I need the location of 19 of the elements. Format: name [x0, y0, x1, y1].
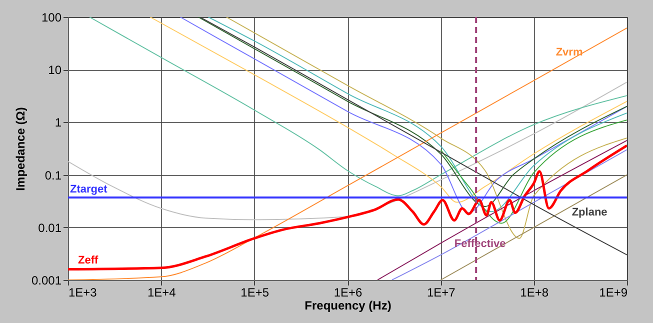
x-tick-label: 1E+9 — [599, 286, 628, 300]
y-tick-label: 0.01 — [38, 220, 62, 235]
y-tick-label: 1 — [54, 116, 62, 130]
x-tick-label: 1E+3 — [68, 286, 98, 300]
x-tick-label: 1E+6 — [334, 286, 363, 300]
x-tick-label: 1E+8 — [520, 286, 549, 300]
series-label: Zeff — [78, 254, 98, 266]
series-label: Zplane — [572, 206, 608, 219]
y-tick-label: 100 — [41, 10, 62, 24]
series-label: Zvrm — [556, 46, 583, 59]
x-tick-label: 1E+7 — [426, 286, 456, 300]
y-tick-label: 10 — [48, 63, 62, 78]
x-tick-label: 1E+4 — [147, 286, 176, 300]
y-tick-label: 0.1 — [44, 168, 62, 182]
y-tick-label: 0.001 — [31, 274, 62, 288]
ref-line-label: Ztarget — [70, 184, 108, 196]
x-tick-label: 1E+5 — [240, 286, 270, 300]
x-axis-title: Frequency (Hz) — [304, 298, 392, 312]
y-axis-title: Impedance (Ω) — [13, 107, 28, 191]
